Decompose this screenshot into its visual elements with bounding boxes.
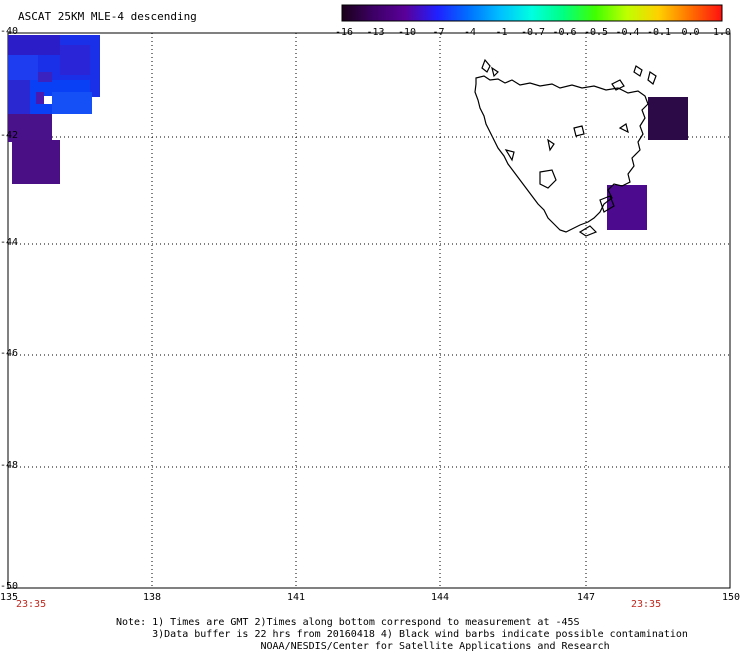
swath-cell [12, 140, 60, 184]
graticule [8, 33, 730, 588]
swath-cell [648, 97, 688, 140]
colorbar-tick-label: 0.0 [681, 27, 700, 38]
swath-cell [44, 96, 52, 104]
map-frame [7, 32, 731, 589]
swath-cell [8, 114, 52, 142]
colorbar-tick-label: -0.4 [615, 27, 640, 38]
note-line: 3)Data buffer is 22 hrs from 20160418 4)… [116, 629, 688, 640]
longitude-label: 144 [431, 592, 450, 603]
colorbar-tick-label: -16 [335, 27, 354, 38]
longitude-label: 135 [0, 592, 19, 603]
wind-swath-cells [8, 35, 688, 230]
latitude-label: -46 [0, 348, 19, 359]
swath-cell [36, 92, 44, 104]
longitude-label: 150 [722, 592, 740, 603]
colorbar [341, 4, 723, 22]
colorbar-tick-label: -7 [432, 27, 445, 38]
map-title: ASCAT 25KM MLE-4 descending [18, 10, 197, 23]
colorbar-tick-label: 1.0 [713, 27, 732, 38]
footnotes: Note: 1) Times are GMT 2)Times along bot… [116, 617, 688, 653]
colorbar-tick-label: -1 [495, 27, 508, 38]
colorbar-tick-label: -13 [366, 27, 385, 38]
swath-cell [60, 45, 90, 75]
tasmania-coastline [474, 58, 657, 237]
colorbar-tick-label: -0.7 [521, 27, 546, 38]
colorbar-tick-label: -10 [398, 27, 417, 38]
longitude-label: 147 [577, 592, 596, 603]
colorbar-tick-label: -4 [464, 27, 477, 38]
swath-cell [8, 35, 60, 55]
note-line: NOAA/NESDIS/Center for Satellite Applica… [116, 641, 610, 652]
latitude-label: -40 [0, 26, 19, 37]
latitude-label: -50 [0, 581, 19, 592]
time-label-right: 23:35 [631, 599, 662, 610]
colorbar-tick-label: -0.5 [584, 27, 609, 38]
colorbar-tick-label: -0.1 [647, 27, 672, 38]
latitude-label: -44 [0, 237, 19, 248]
time-label-left: 23:35 [16, 599, 47, 610]
swath-cell [8, 55, 38, 80]
longitude-label: 138 [143, 592, 162, 603]
latitude-label: -42 [0, 130, 19, 141]
longitude-label: 141 [287, 592, 306, 603]
swath-cell [52, 92, 92, 114]
swath-cell [607, 185, 647, 230]
colorbar-tick-label: -0.6 [552, 27, 577, 38]
swath-cell [38, 72, 52, 82]
swath-cell [8, 80, 30, 114]
latitude-label: -48 [0, 460, 19, 471]
note-line: Note: 1) Times are GMT 2)Times along bot… [116, 617, 580, 628]
